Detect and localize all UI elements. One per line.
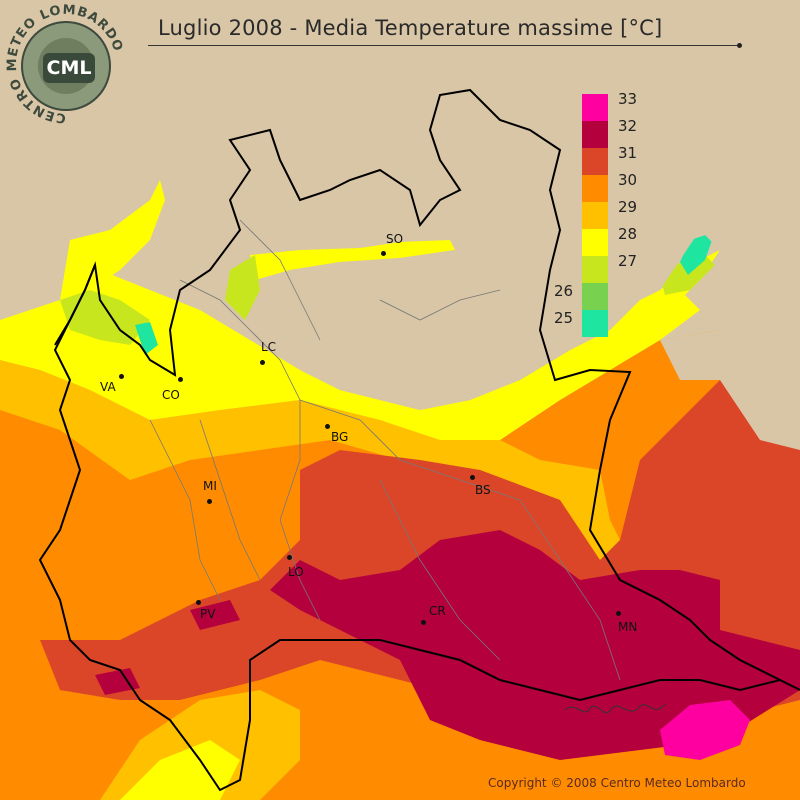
city-dot-lo — [287, 555, 292, 560]
city-dot-bg — [325, 424, 330, 429]
region-border-west — [54, 264, 96, 346]
legend-label-29: 29 — [618, 198, 638, 216]
map-title: Luglio 2008 - Media Temperature massime … — [158, 16, 663, 40]
legend-swatch-28 — [582, 229, 608, 256]
legend-swatch-32 — [582, 121, 608, 148]
temp-band-27-north — [60, 290, 150, 345]
temp-band-29 — [0, 360, 630, 560]
temp-band-32 — [270, 530, 800, 760]
city-dot-mn — [616, 611, 621, 616]
city-dot-bs — [470, 475, 475, 480]
temp-band-32-sw — [95, 668, 140, 695]
region-border — [38, 88, 800, 792]
city-label-cr: CR — [429, 604, 446, 618]
city-label-bg: BG — [331, 430, 349, 444]
legend-label-31: 31 — [618, 144, 638, 162]
legend-swatch-29 — [582, 202, 608, 229]
legend-label-27: 27 — [618, 252, 638, 270]
temp-band-28-south — [120, 740, 240, 800]
copyright-notice: Copyright © 2008 Centro Meteo Lombardo — [488, 776, 746, 790]
city-dot-va — [119, 374, 124, 379]
city-dot-cr — [421, 620, 426, 625]
legend-swatch-31 — [582, 148, 608, 175]
legend-label-25: 25 — [554, 309, 574, 327]
title-box: Luglio 2008 - Media Temperature massime … — [148, 10, 742, 48]
city-label-va: VA — [100, 380, 116, 394]
legend-swatch-25 — [582, 310, 608, 337]
temp-band-32-pv — [190, 600, 240, 630]
temperature-legend: 33 32 31 30 29 28 27 26 25 — [554, 90, 662, 337]
legend-swatch-30 — [582, 175, 608, 202]
legend-swatch-33 — [582, 94, 608, 121]
city-label-bs: BS — [475, 483, 491, 497]
legend-swatch-26 — [582, 283, 608, 310]
temp-band-27-mid — [225, 255, 260, 320]
city-label-co: CO — [162, 388, 180, 402]
city-dot-so — [381, 251, 386, 256]
terrain-east-alps — [660, 330, 800, 450]
logo-badge: CML — [43, 53, 95, 83]
temp-band-25-lake — [135, 322, 158, 355]
legend-swatch-27 — [582, 256, 608, 283]
temp-band-28-valtellina — [250, 240, 455, 280]
city-dot-lc — [260, 360, 265, 365]
legend-label-26: 26 — [554, 282, 574, 300]
legend-label-30: 30 — [618, 171, 638, 189]
legend-label-28: 28 — [618, 225, 638, 243]
city-dot-mi — [207, 499, 212, 504]
city-dot-co — [178, 377, 183, 382]
city-label-so: SO — [386, 232, 404, 246]
city-label-pv: PV — [200, 607, 216, 621]
temp-band-33 — [660, 700, 750, 760]
city-label-mi: MI — [203, 479, 217, 493]
title-dot — [737, 43, 742, 48]
temp-band-28-lakes — [60, 180, 165, 300]
city-label-lo: LO — [288, 565, 304, 579]
logo: CENTRO METEO LOMBARDO CML — [5, 2, 126, 126]
signature-scribble — [564, 703, 666, 714]
city-label-lc: LC — [261, 340, 277, 354]
province-borders — [149, 219, 621, 681]
legend-label-32: 32 — [618, 117, 638, 135]
legend-label-33: 33 — [618, 90, 638, 108]
title-underline — [148, 45, 738, 46]
city-label-mn: MN — [618, 620, 638, 634]
city-dot-pv — [196, 600, 201, 605]
